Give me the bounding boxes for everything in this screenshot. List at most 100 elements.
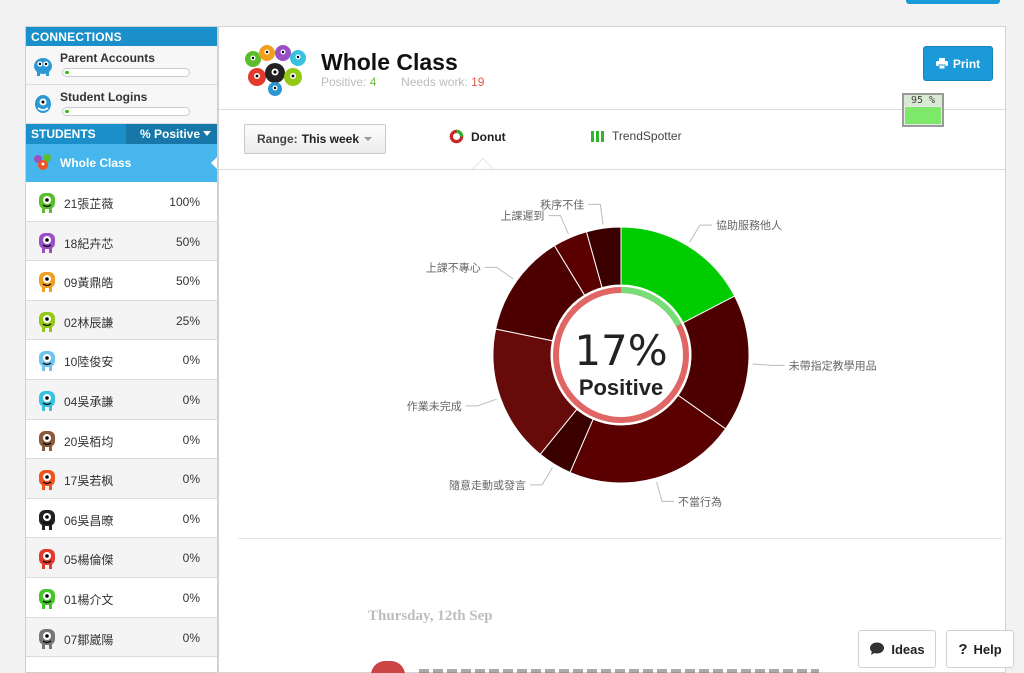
purple-monster-icon (39, 232, 55, 253)
main-panel: Whole Class Positive: 4 Needs work: 19 P… (218, 26, 1006, 673)
student-name: 06吳昌暸 (64, 513, 114, 528)
range-label: Range: (257, 132, 298, 146)
ideas-button[interactable]: Ideas (858, 630, 936, 668)
slice-label: 秩序不佳 (540, 197, 584, 211)
student-percent: 0% (182, 432, 200, 447)
whole-class-label: Whole Class (60, 156, 132, 170)
student-percent: 0% (182, 353, 200, 368)
student-percent: 0% (182, 630, 200, 645)
student-name: 18紀卉芯 (64, 236, 114, 251)
positive-count: 4 (369, 75, 377, 89)
orange-monster-icon (39, 272, 55, 293)
chart-toolbar: Range: This week Donut TrendSpotter (219, 110, 1005, 170)
tab-donut-label: Donut (471, 129, 506, 144)
slice-leader-line (588, 203, 604, 225)
student-percent: 50% (175, 274, 200, 289)
caret-down-icon (364, 137, 373, 141)
bar-chart-icon (591, 131, 604, 142)
range-value: This week (301, 132, 360, 146)
help-label: Help (973, 641, 1002, 657)
page-title: Whole Class (321, 49, 458, 75)
class-header: Whole Class Positive: 4 Needs work: 19 P… (219, 27, 1005, 110)
printer-icon (935, 58, 948, 69)
whole-class-item[interactable]: Whole Class (26, 144, 217, 182)
lime-monster-icon (39, 311, 55, 332)
grey-monster-icon (39, 628, 55, 649)
print-label: Print (952, 56, 981, 71)
student-name: 07鄒崴陽 (64, 632, 114, 647)
slice-label: 未帶指定教學用品 (789, 358, 877, 372)
tab-trendspotter[interactable]: TrendSpotter (591, 129, 682, 143)
student-percent: 50% (175, 234, 200, 249)
slice-leader-line (548, 215, 569, 235)
green-monster-icon (39, 588, 55, 609)
help-button[interactable]: ? Help (946, 630, 1014, 668)
slice-leader-line (465, 398, 497, 407)
ideas-label: Ideas (891, 641, 925, 657)
student-row[interactable]: 01楊介文 0% (26, 577, 217, 618)
needs-work-label: Needs work: (401, 75, 468, 89)
slice-leader-line (656, 481, 675, 502)
student-percent: 0% (182, 551, 200, 566)
donut-slice[interactable] (585, 226, 622, 289)
student-row[interactable]: 07鄒崴陽 0% (26, 617, 217, 658)
donut-slice[interactable] (569, 394, 727, 484)
student-row[interactable]: 17吳若枫 0% (26, 459, 217, 499)
student-row[interactable]: 21張芷薇 100% (26, 182, 217, 222)
student-row[interactable]: 02林辰謙 25% (26, 300, 217, 341)
student-percent: 25% (175, 313, 200, 328)
student-row[interactable]: 18紀卉芯 50% (26, 221, 217, 262)
donut-positive-arc (620, 287, 682, 327)
student-percent: 100% (169, 195, 200, 209)
student-row[interactable]: 05楊倫傑 0% (26, 538, 217, 578)
students-header: STUDENTS % Positive (26, 124, 217, 144)
donut-center-label: Positive (579, 375, 663, 400)
student-name: 17吳若枫 (64, 474, 114, 489)
red-monster-icon (39, 549, 55, 570)
range-dropdown[interactable]: Range: This week (244, 124, 386, 154)
slice-leader-line (530, 467, 553, 486)
tab-donut[interactable]: Donut (449, 129, 506, 144)
red-monster-icon (39, 470, 55, 491)
parent-accounts-progress (62, 68, 190, 77)
connections-header: CONNECTIONS (26, 27, 217, 46)
class-stats: Positive: 4 Needs work: 19 (321, 75, 484, 89)
student-logins-progress (62, 107, 190, 116)
selected-arrow (211, 156, 217, 170)
active-tab-pointer (472, 158, 494, 169)
student-name: 02林辰謙 (64, 315, 114, 330)
needs-work-count: 19 (471, 75, 485, 89)
parent-accounts-item[interactable]: Parent Accounts (26, 46, 217, 85)
question-icon: ? (958, 640, 968, 658)
student-logins-item[interactable]: Student Logins (26, 85, 217, 124)
positive-label: Positive: (321, 75, 367, 89)
feed-date: Thursday, 12th Sep (368, 608, 493, 624)
caret-down-icon (203, 131, 212, 136)
feed-entry-text (419, 669, 819, 673)
green-monster-icon (39, 193, 55, 213)
slice-leader-line (689, 224, 712, 243)
slice-label: 上課遲到 (500, 209, 544, 223)
student-row[interactable]: 20吳栢均 0% (26, 419, 217, 460)
student-row[interactable]: 06吳昌暸 0% (26, 498, 217, 539)
student-row[interactable]: 04吳承謙 0% (26, 379, 217, 420)
slice-label: 不當行為 (678, 494, 722, 508)
student-percent: 0% (182, 472, 200, 487)
slice-label: 隨意走動或發言 (449, 478, 526, 492)
class-monsters-avatar (245, 45, 306, 96)
slice-leader-line (484, 266, 514, 280)
battery-fill (905, 106, 941, 124)
print-button[interactable]: Print (923, 46, 993, 81)
top-button-edge[interactable] (906, 0, 1000, 4)
student-row[interactable]: 09黃鼎皓 50% (26, 261, 217, 301)
feed-avatar (371, 661, 405, 673)
battery-text: 95 % (904, 95, 942, 106)
student-name: 05楊倫傑 (64, 553, 114, 568)
black-monster-icon (39, 509, 55, 530)
sort-dropdown[interactable]: % Positive (126, 124, 217, 144)
student-row[interactable]: 10陸俊安 0% (26, 340, 217, 380)
student-name: 09黃鼎皓 (64, 276, 114, 291)
blue-monster-icon (35, 95, 51, 113)
tab-trendspotter-label: TrendSpotter (612, 129, 682, 143)
